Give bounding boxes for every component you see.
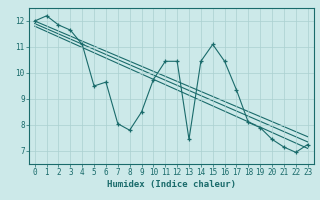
X-axis label: Humidex (Indice chaleur): Humidex (Indice chaleur) [107, 180, 236, 189]
